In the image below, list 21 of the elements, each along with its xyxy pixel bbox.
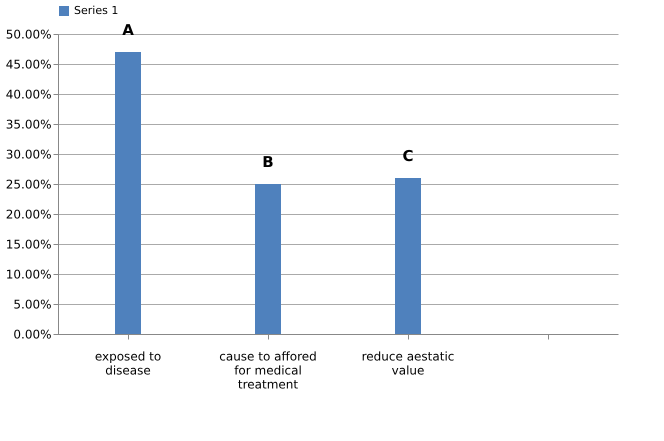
bar	[395, 178, 421, 334]
y-tick-label: 45.00%	[6, 58, 52, 72]
annotation: B	[262, 153, 274, 171]
y-tick-label: 15.00%	[6, 238, 52, 252]
y-tick-label: 35.00%	[6, 118, 52, 132]
annotation: C	[402, 147, 414, 165]
x-tick-label: exposed to disease	[94, 350, 162, 378]
y-tick-label: 5.00%	[13, 298, 52, 312]
y-tick-label: 25.00%	[6, 178, 52, 192]
y-tick-label: 20.00%	[6, 208, 52, 222]
legend-label: Series 1	[74, 4, 118, 17]
y-tick-label: 40.00%	[6, 88, 52, 102]
x-tick-label: reduce aestatic value	[362, 350, 454, 378]
y-tick-label: 0.00%	[13, 328, 52, 342]
bar	[115, 52, 141, 334]
x-tick-label: cause to affored for medical treatment	[219, 350, 317, 392]
bar	[255, 184, 281, 334]
annotation: A	[122, 21, 134, 39]
y-tick-label: 30.00%	[6, 148, 52, 162]
y-tick-label: 50.00%	[6, 28, 52, 42]
y-tick-label: 10.00%	[6, 268, 52, 282]
